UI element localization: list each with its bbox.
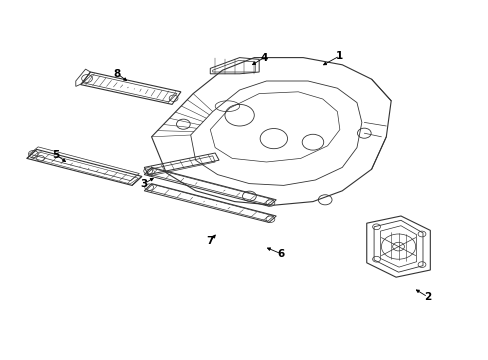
Text: 6: 6 [277, 249, 284, 259]
Text: 1: 1 [336, 51, 343, 61]
Text: 7: 7 [206, 236, 214, 246]
Text: 2: 2 [424, 292, 430, 302]
Text: 8: 8 [114, 69, 121, 79]
Text: 5: 5 [53, 150, 60, 160]
Text: 4: 4 [260, 53, 267, 63]
Text: 3: 3 [141, 179, 147, 189]
